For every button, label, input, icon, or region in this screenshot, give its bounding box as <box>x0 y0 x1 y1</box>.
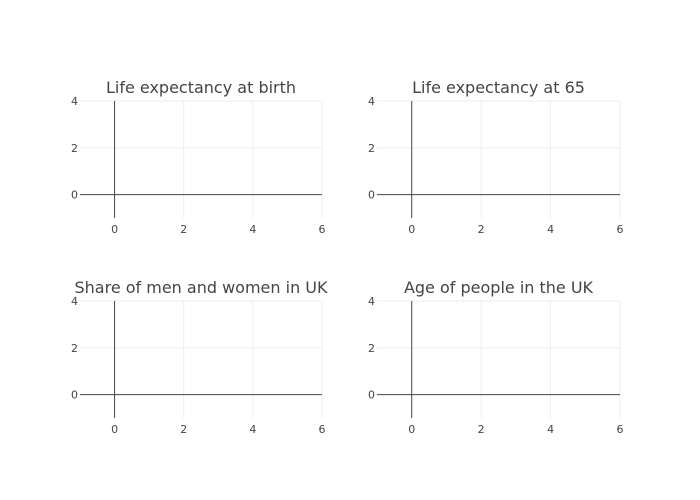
y-tick-label: 4 <box>71 295 78 308</box>
y-tick-label: 0 <box>368 389 375 402</box>
x-tick-label: 6 <box>617 423 624 436</box>
x-tick-label: 4 <box>547 423 554 436</box>
x-tick-label: 4 <box>547 223 554 236</box>
x-tick-label: 0 <box>408 223 415 236</box>
x-tick-label: 4 <box>249 423 256 436</box>
x-tick-label: 0 <box>111 423 118 436</box>
subplot-title: Life expectancy at birth <box>106 78 296 97</box>
x-tick-label: 2 <box>478 423 485 436</box>
y-tick-label: 4 <box>368 295 375 308</box>
y-tick-label: 2 <box>71 142 78 155</box>
y-tick-label: 2 <box>71 342 78 355</box>
x-tick-label: 2 <box>478 223 485 236</box>
y-tick-label: 0 <box>368 189 375 202</box>
subplot-4: 0 2 4 6 0 2 4 Age of people in the UK <box>368 278 624 436</box>
y-tick-label: 2 <box>368 342 375 355</box>
y-tick-label: 4 <box>368 95 375 108</box>
x-tick-label: 4 <box>249 223 256 236</box>
x-tick-label: 0 <box>111 223 118 236</box>
y-tick-label: 2 <box>368 142 375 155</box>
subplot-title: Age of people in the UK <box>404 278 594 297</box>
y-tick-label: 4 <box>71 95 78 108</box>
x-tick-label: 2 <box>180 223 187 236</box>
x-tick-label: 6 <box>319 223 326 236</box>
subplot-1: 0 2 4 6 0 2 4 Life expectancy at birth <box>71 78 326 236</box>
x-tick-label: 6 <box>319 423 326 436</box>
subplot-title: Share of men and women in UK <box>74 278 328 297</box>
y-tick-label: 0 <box>71 389 78 402</box>
subplot-2: 0 2 4 6 0 2 4 Life expectancy at 65 <box>368 78 624 236</box>
subplot-title: Life expectancy at 65 <box>412 78 585 97</box>
y-tick-label: 0 <box>71 189 78 202</box>
x-tick-label: 6 <box>617 223 624 236</box>
x-tick-label: 0 <box>408 423 415 436</box>
x-tick-label: 2 <box>180 423 187 436</box>
